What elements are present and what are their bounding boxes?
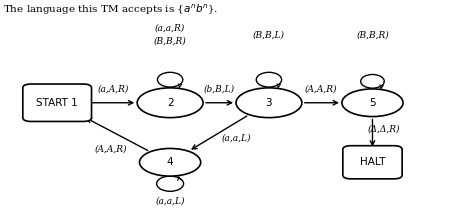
Text: (a,A,R): (a,A,R) — [98, 85, 129, 94]
Text: (B,B,R): (B,B,R) — [154, 37, 186, 46]
Ellipse shape — [158, 72, 183, 87]
Text: 5: 5 — [369, 98, 376, 108]
Text: (B,B,L): (B,B,L) — [253, 30, 285, 39]
Text: 4: 4 — [167, 157, 173, 167]
FancyBboxPatch shape — [23, 84, 92, 122]
Circle shape — [137, 88, 203, 118]
Circle shape — [236, 88, 302, 118]
Ellipse shape — [361, 74, 384, 88]
Circle shape — [140, 149, 201, 176]
Text: 3: 3 — [266, 98, 272, 108]
Ellipse shape — [157, 176, 184, 191]
Circle shape — [342, 89, 403, 117]
Text: (a,a,L): (a,a,L) — [221, 133, 251, 142]
Text: (B,B,R): (B,B,R) — [356, 30, 389, 39]
FancyBboxPatch shape — [343, 146, 402, 179]
Ellipse shape — [256, 72, 282, 87]
Text: 2: 2 — [167, 98, 173, 108]
Text: (a,a,L): (a,a,L) — [155, 196, 185, 205]
Text: (b,B,L): (b,B,L) — [204, 85, 235, 94]
Text: HALT: HALT — [360, 157, 385, 167]
Text: (Δ,Δ,R): (Δ,Δ,R) — [368, 125, 401, 134]
Text: START 1: START 1 — [36, 98, 78, 108]
Text: The language this TM accepts is {$a^n b^n$}.: The language this TM accepts is {$a^n b^… — [3, 3, 219, 17]
Text: (A,A,R): (A,A,R) — [95, 145, 127, 154]
Text: (a,a,R): (a,a,R) — [155, 24, 185, 33]
Text: (A,A,R): (A,A,R) — [304, 85, 337, 94]
